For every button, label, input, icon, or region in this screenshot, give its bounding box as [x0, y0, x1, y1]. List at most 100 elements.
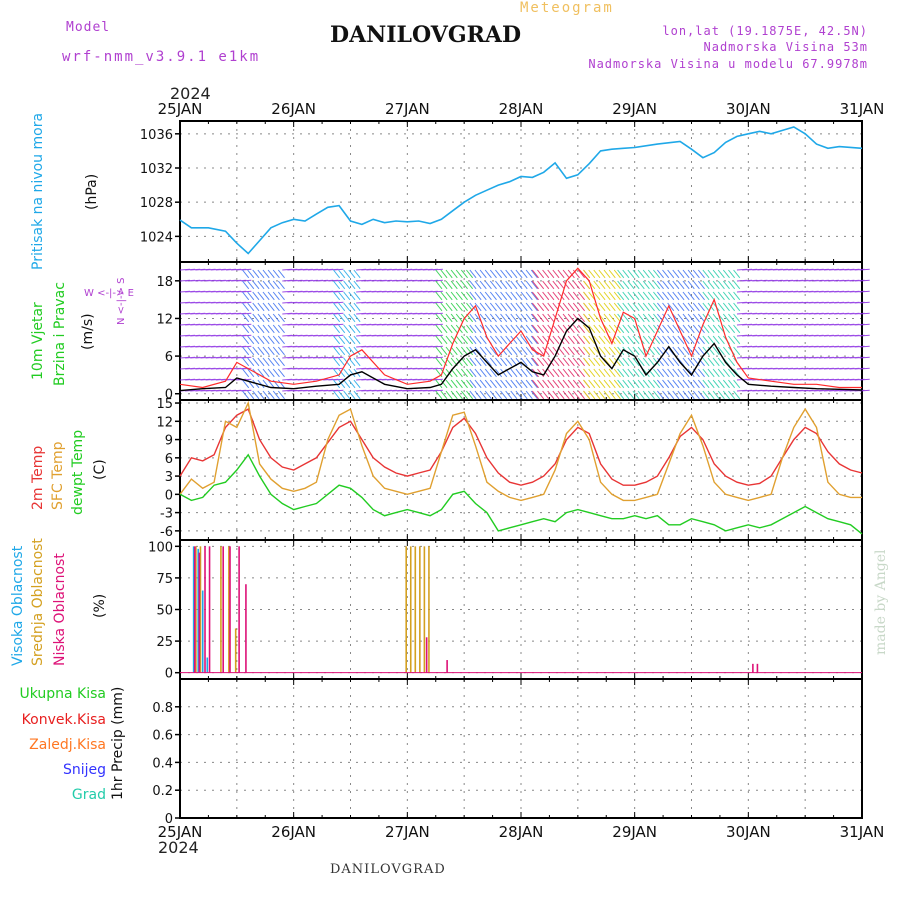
wind-barb: [262, 269, 270, 279]
wind-barb: [242, 390, 250, 400]
wind-barb: [637, 291, 645, 301]
wind-barb: [647, 291, 655, 301]
wind-barb: [338, 335, 346, 345]
wind-barb: [603, 346, 611, 356]
wind-barb: [479, 291, 487, 301]
wind-barb: [242, 335, 250, 345]
wind-barb: [455, 313, 463, 323]
wind-barb: [455, 390, 463, 400]
wind-barb: [510, 269, 518, 279]
wind-barb: [445, 269, 453, 279]
wind-barb: [697, 357, 705, 367]
wind-barb: [662, 368, 670, 378]
wind-barb: [613, 346, 621, 356]
wind-barb: [717, 335, 725, 345]
wind-barb: [608, 291, 616, 301]
date-tick-bottom: 31JAN: [840, 823, 885, 841]
wind-barb: [252, 291, 260, 301]
station-title: DANILOVGRAD: [330, 22, 522, 48]
wind-barb: [632, 280, 640, 290]
wind-barb: [657, 335, 665, 345]
wind-barb: [677, 280, 685, 290]
wind-barb: [272, 346, 280, 356]
wind-barb: [489, 313, 497, 323]
wind-barb: [520, 269, 528, 279]
wind-barb: [672, 357, 680, 367]
wind-barb: [632, 302, 640, 312]
wind-barb: [687, 368, 695, 378]
wind-barb: [484, 390, 492, 400]
wind-barb: [267, 390, 275, 400]
wind-barb: [495, 379, 503, 389]
wind-barb: [505, 280, 513, 290]
wind-barb: [505, 302, 513, 312]
wind-barb: [707, 313, 715, 323]
wind-barb: [479, 346, 487, 356]
wind-barb: [432, 312, 443, 315]
wind-barb: [728, 379, 736, 389]
wind-barb: [450, 291, 458, 301]
wind-barb: [653, 324, 661, 334]
wind-barb: [588, 324, 596, 334]
wind-barb: [242, 379, 250, 389]
wind-barb: [588, 269, 596, 279]
wind-barb: [547, 291, 555, 301]
wind-barb: [583, 313, 591, 323]
date-tick-top: 28JAN: [499, 100, 544, 118]
wind-barb: [505, 313, 513, 323]
wind-barb: [728, 357, 736, 367]
wind-barb: [466, 280, 474, 290]
wind-barb: [667, 390, 675, 400]
wind-barb: [667, 335, 675, 345]
wind-barb: [617, 368, 625, 378]
wind-barb: [510, 291, 518, 301]
wind-barb: [257, 269, 265, 279]
wind-barb: [687, 324, 695, 334]
wind-barb: [267, 357, 275, 367]
wind-barb: [603, 302, 611, 312]
wind-barb: [460, 390, 468, 400]
wind-barb: [588, 357, 596, 367]
wind-barb: [667, 291, 675, 301]
wind-barb: [712, 379, 720, 389]
wind-barb: [637, 269, 645, 279]
wind-barb: [353, 269, 361, 279]
wind-barb: [598, 390, 606, 400]
wind-barb: [469, 291, 477, 301]
wind-barb: [500, 269, 508, 279]
wind-barb: [474, 291, 482, 301]
wind-barb: [333, 323, 344, 326]
wind-barb: [445, 379, 453, 389]
wind-barb: [257, 390, 265, 400]
wind-barb: [537, 368, 545, 378]
wind-barb: [672, 302, 680, 312]
wind-barb: [450, 324, 458, 334]
wind-barb: [440, 357, 448, 367]
wind-barb: [353, 335, 361, 345]
wind-barb: [583, 291, 591, 301]
wind-barb: [277, 346, 285, 356]
ytick-label-temperature: 9: [165, 434, 173, 449]
wind-barb: [338, 280, 346, 290]
ytick-label-wind: 6: [165, 350, 173, 365]
wind-barb: [338, 368, 346, 378]
wind-barb: [617, 390, 625, 400]
wind-barb: [277, 368, 285, 378]
wind-barb: [722, 390, 730, 400]
wind-barb: [500, 324, 508, 334]
wind-barb: [510, 335, 518, 345]
wind-barb: [717, 379, 725, 389]
wind-barb: [510, 390, 518, 400]
ytick-label-clouds: 75: [156, 572, 173, 587]
wind-barb: [510, 346, 518, 356]
ytick-label-clouds: 50: [156, 604, 173, 619]
wind-barb: [537, 324, 545, 334]
wind-barb: [657, 291, 665, 301]
wind-barb: [692, 324, 700, 334]
wind-barb: [531, 280, 539, 290]
wind-barb: [460, 379, 468, 389]
wind-barb: [348, 313, 356, 323]
ytick-label-precipitation: 0.4: [152, 756, 173, 771]
wind-barb: [272, 368, 280, 378]
wind-barb: [247, 324, 255, 334]
